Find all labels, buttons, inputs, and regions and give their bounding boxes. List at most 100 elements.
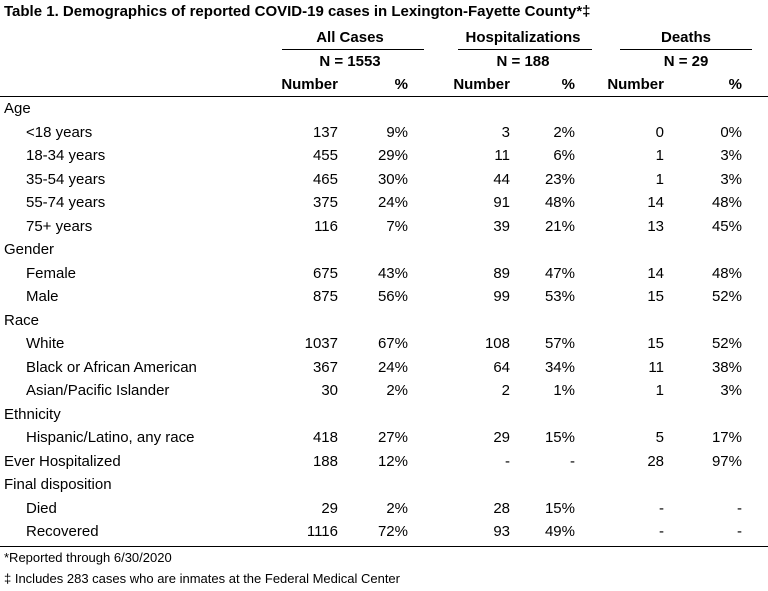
row-label: Recovered (26, 523, 99, 540)
row-label: Black or African American (26, 358, 197, 376)
cell-percent: - (737, 523, 742, 540)
cell-number: 108 (484, 335, 510, 352)
cell-number: 675 (312, 264, 338, 282)
cell-number: 99 (493, 288, 510, 305)
row-label: 35-54 years (26, 170, 106, 188)
cell-number: 2 (501, 382, 510, 399)
table-row: Black or African American 367 24% 64 34% 11 38… (0, 356, 768, 379)
cell-number: 14 (647, 264, 664, 282)
cell-percent: 2% (386, 382, 408, 399)
cell-percent: 15% (544, 429, 575, 446)
cell-number: 137 (312, 123, 338, 141)
category-label: Ethnicity (4, 405, 61, 423)
cell-number: 11 (494, 147, 510, 164)
cell-number: 64 (493, 358, 510, 376)
cell-percent: 56% (377, 288, 408, 305)
table-row: Female 675 43% 89 47% 14 48% (0, 262, 768, 285)
row-label: <18 years (26, 123, 93, 141)
cell-percent: 23% (544, 170, 575, 188)
category-label: Gender (4, 241, 55, 258)
cell-number: 1116 (306, 523, 338, 540)
table-row: Died 29 2% 28 15% - - (0, 497, 768, 520)
subheader-percent: % (561, 76, 575, 93)
group-n-row: N = 1553 N = 188 N = 29 (0, 50, 768, 73)
cell-percent: 72% (377, 523, 408, 540)
category-row: Final disposition (0, 473, 768, 496)
cell-percent: 24% (377, 358, 408, 376)
cell-percent: 3% (720, 147, 742, 164)
cell-number: 188 (312, 452, 338, 470)
subheader-number: Number (607, 76, 664, 93)
table-row: 18-34 years 455 29% 11 6% 1 3% (0, 144, 768, 167)
row-label: 55-74 years (26, 194, 106, 211)
cell-number: - (505, 452, 510, 470)
cell-number: 0 (655, 123, 664, 141)
cell-number: 15 (647, 288, 664, 305)
footnote-reported-through: *Reported through 6/30/2020 (4, 550, 172, 565)
cell-percent: 3% (720, 170, 742, 188)
table-row: White 1037 67% 108 57% 15 52% (0, 332, 768, 355)
row-label: 18-34 years (26, 147, 106, 164)
cell-number: 375 (312, 194, 338, 211)
cell-number: 39 (493, 217, 510, 235)
cell-number: 30 (321, 382, 338, 399)
table-row: Ever Hospitalized 188 12% - - 28 97% (0, 450, 768, 473)
cell-number: 1 (655, 382, 664, 399)
category-label: Race (4, 311, 40, 329)
row-label: Asian/Pacific Islander (26, 382, 170, 399)
cell-percent: 7% (386, 217, 408, 235)
cell-percent: - (570, 452, 575, 470)
cell-percent: 43% (377, 264, 408, 282)
cell-percent: 21% (544, 217, 575, 235)
row-label: Hispanic/Latino, any race (26, 429, 195, 446)
category-label: Age (4, 100, 31, 117)
cell-number: 28 (647, 452, 664, 470)
cell-number: 28 (493, 499, 510, 517)
cell-percent: 53% (544, 288, 575, 305)
group-header-row: All Cases Hospitalizations Deaths (0, 26, 768, 49)
subheader-percent: % (394, 76, 408, 93)
category-label: Final disposition (4, 476, 112, 493)
cell-percent: 6% (553, 147, 575, 164)
group-rule-all-cases (282, 49, 424, 50)
group-rule-deaths (620, 49, 752, 50)
cell-number: 13 (647, 217, 664, 235)
cell-number: - (659, 523, 664, 540)
cell-percent: 15% (544, 499, 575, 517)
row-label: Male (26, 288, 59, 305)
cell-number: 3 (501, 123, 510, 141)
category-row: Race (0, 309, 768, 332)
cell-number: 418 (312, 429, 338, 446)
subheader-number: Number (453, 76, 510, 93)
cell-percent: 67% (377, 335, 408, 352)
cell-percent: 9% (386, 123, 408, 141)
table-row: Asian/Pacific Islander 30 2% 2 1% 1 3% (0, 379, 768, 402)
category-row: Ethnicity (0, 403, 768, 426)
group-n-all-cases: N = 1553 (319, 53, 381, 70)
cell-percent: 29% (377, 147, 408, 164)
subheader-number: Number (281, 76, 338, 93)
header-rule (0, 96, 768, 97)
cell-percent: 17% (711, 429, 742, 446)
table-row: Hispanic/Latino, any race 418 27% 29 15% 5 17% (0, 426, 768, 449)
cell-percent: 48% (711, 194, 742, 211)
cell-number: 89 (493, 264, 510, 282)
cell-number: 875 (312, 288, 338, 305)
table-row: <18 years 137 9% 3 2% 0 0% (0, 121, 768, 144)
row-label: Died (26, 499, 57, 517)
cell-percent: 12% (377, 452, 408, 470)
cell-percent: 3% (720, 382, 742, 399)
group-rule-hospitalizations (458, 49, 592, 50)
cell-percent: 52% (711, 288, 742, 305)
table-row: Male 875 56% 99 53% 15 52% (0, 285, 768, 308)
cell-number: 465 (312, 170, 338, 188)
cell-percent: 38% (711, 358, 742, 376)
cell-percent: 57% (544, 335, 575, 352)
cell-number: 29 (321, 499, 338, 517)
cell-percent: 1% (553, 382, 575, 399)
column-subheader-row: Number % Number % Number % (0, 73, 768, 96)
cell-number: 116 (314, 217, 338, 235)
cell-percent: 97% (711, 452, 742, 470)
table-title: Table 1. Demographics of reported COVID-… (4, 3, 591, 20)
cell-percent: 45% (711, 217, 742, 235)
